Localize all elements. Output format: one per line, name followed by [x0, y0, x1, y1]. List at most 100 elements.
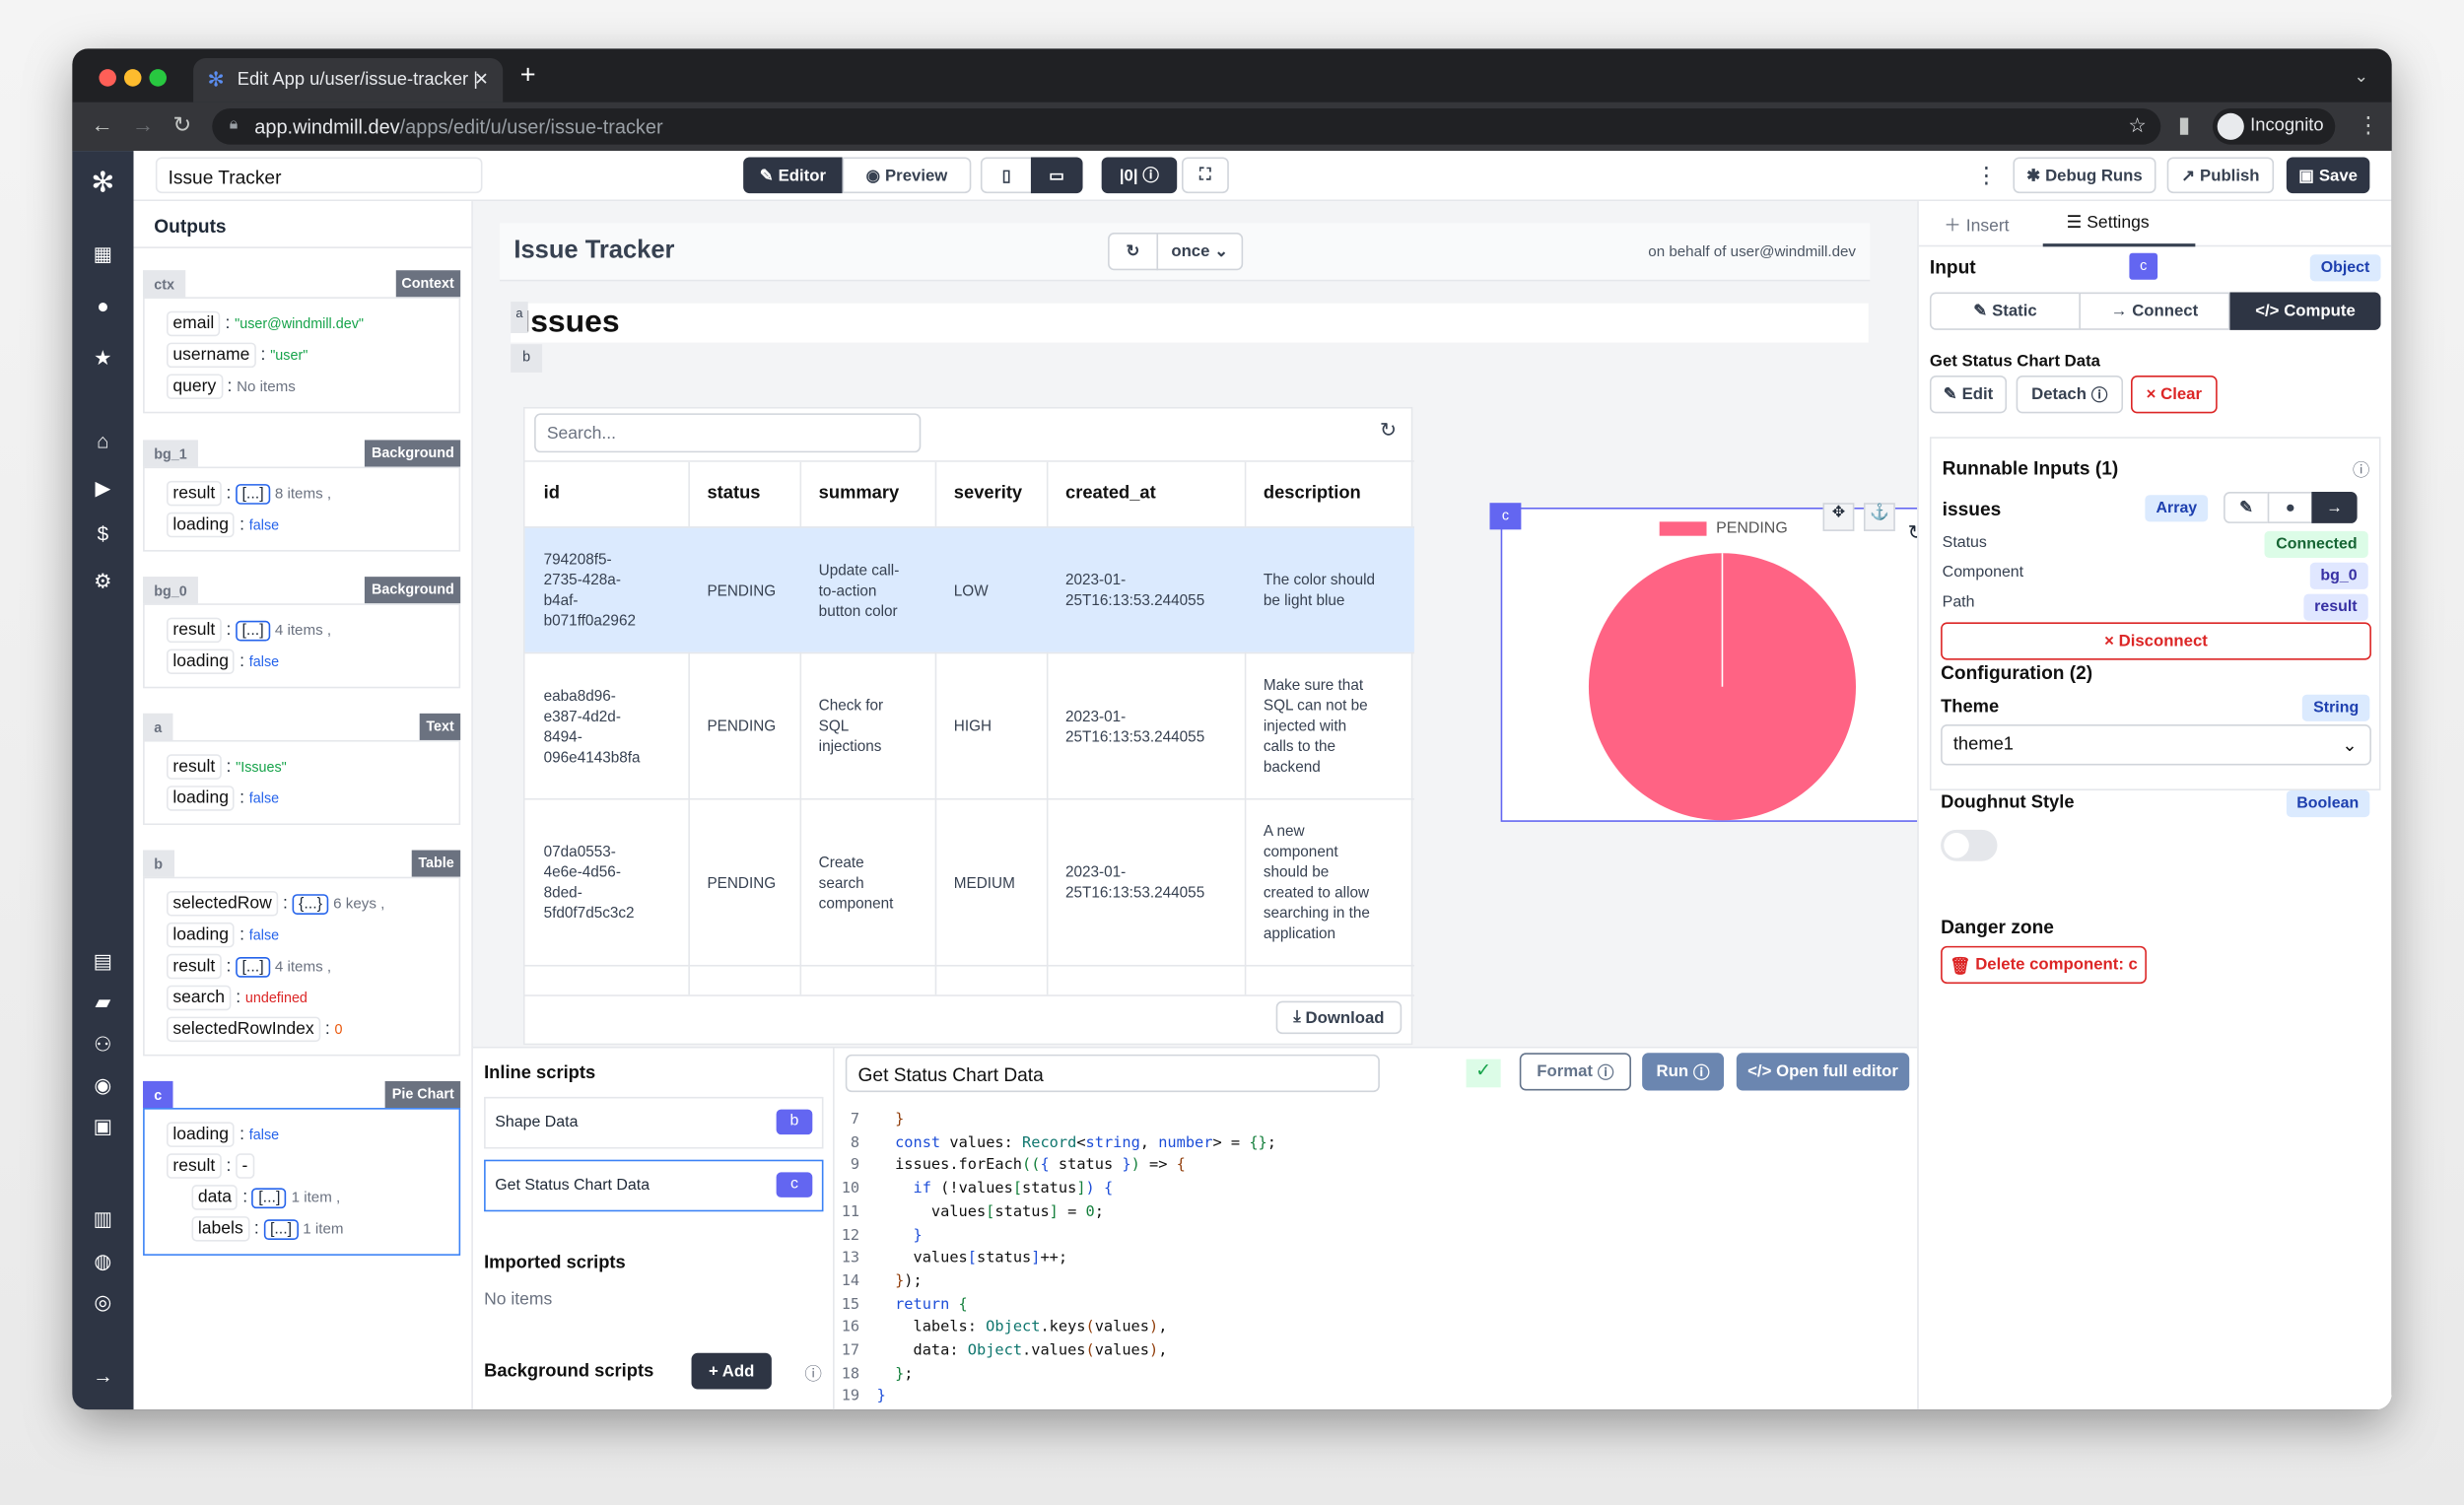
- play-icon[interactable]: ▶: [95, 476, 111, 501]
- refresh-mode-select[interactable]: once ⌄: [1156, 232, 1244, 271]
- component-id-tag[interactable]: c: [143, 1080, 173, 1109]
- add-background-script-button[interactable]: + Add: [691, 1352, 772, 1390]
- script-name-input[interactable]: Get Status Chart Data: [845, 1054, 1380, 1093]
- table-search-input[interactable]: Search...: [534, 413, 922, 453]
- app-name-input[interactable]: Issue Tracker: [155, 157, 483, 194]
- mode-compute[interactable]: </> Compute: [2229, 292, 2381, 330]
- doughnut-toggle[interactable]: [1941, 829, 1998, 861]
- component-tag-b[interactable]: b: [511, 344, 543, 373]
- move-icon[interactable]: ✥: [1822, 503, 1855, 531]
- editor-mode-button[interactable]: ✎ Editor: [743, 157, 843, 194]
- browser-menu-icon[interactable]: ⋮: [2357, 111, 2379, 137]
- browser-tab[interactable]: ✻ Edit App u/user/issue-tracker | ✕: [193, 57, 504, 103]
- download-button[interactable]: ⤓ Download: [1275, 1000, 1403, 1035]
- disconnect-button[interactable]: × Disconnect: [1941, 622, 2371, 660]
- tab-insert[interactable]: ＋ Insert: [1944, 212, 2009, 238]
- output-key[interactable]: result: [167, 754, 222, 780]
- component-id-tag[interactable]: a: [143, 713, 173, 740]
- component-id-tag[interactable]: b: [143, 850, 174, 877]
- star-icon[interactable]: ★: [94, 345, 112, 370]
- inline-script-get-status-chart-data[interactable]: Get Status Chart Data c: [484, 1159, 824, 1212]
- desktop-view-button[interactable]: ▭: [1030, 157, 1083, 194]
- preview-mode-button[interactable]: ◉ Preview: [842, 157, 972, 194]
- output-key[interactable]: username: [167, 342, 256, 369]
- open-full-editor-button[interactable]: </> Open full editor: [1736, 1053, 1910, 1091]
- output-key[interactable]: result: [167, 953, 222, 980]
- more-menu-icon[interactable]: ⋮: [1975, 162, 1998, 187]
- static-input-button[interactable]: ✎: [2224, 492, 2270, 523]
- output-key[interactable]: selectedRow: [167, 891, 279, 917]
- eye-icon[interactable]: ◉: [94, 1072, 112, 1097]
- apps-icon[interactable]: ▦: [93, 241, 113, 266]
- inline-script-shape-data[interactable]: Shape Data b: [484, 1096, 824, 1149]
- minimize-window-button[interactable]: [123, 69, 142, 87]
- output-key[interactable]: labels: [191, 1216, 250, 1242]
- expand-sidebar-icon[interactable]: →: [93, 1363, 113, 1388]
- component-tag-a[interactable]: a: [511, 302, 528, 334]
- output-key[interactable]: loading: [167, 922, 236, 948]
- table-row[interactable]: A Cross Origin: [524, 964, 1414, 994]
- output-key[interactable]: result: [167, 480, 222, 507]
- url-field[interactable]: 🔒︎ app.windmill.dev/apps/edit/u/user/iss…: [212, 108, 2161, 145]
- table-refresh-icon[interactable]: ↻: [1379, 418, 1398, 443]
- docs-book-icon[interactable]: ▥: [93, 1206, 113, 1231]
- calendar-icon[interactable]: ▤: [93, 949, 113, 973]
- side-panel-icon[interactable]: ▮: [2177, 111, 2191, 137]
- component-id-tag[interactable]: bg_1: [143, 440, 198, 467]
- code-editor[interactable]: 7 } 8 const values: Record<string, number…: [835, 1106, 1918, 1409]
- output-key[interactable]: data: [191, 1185, 239, 1210]
- bot-icon[interactable]: ▣: [93, 1114, 113, 1138]
- github-icon[interactable]: ◎: [94, 1290, 112, 1314]
- back-icon[interactable]: ←: [91, 111, 113, 137]
- incognito-profile-button[interactable]: Incognito: [2212, 108, 2336, 145]
- table-row[interactable]: 794208f5- 2735-428a- b4af- b071ff0a2962 P…: [524, 526, 1414, 652]
- output-key[interactable]: result: [167, 617, 222, 644]
- mobile-view-button[interactable]: ▯: [980, 157, 1033, 194]
- column-header-id[interactable]: id: [543, 484, 560, 504]
- close-tab-icon[interactable]: ✕: [474, 70, 489, 90]
- save-button[interactable]: ▣ Save: [2286, 157, 2370, 194]
- table-row[interactable]: eaba8d96- e387-4d2d- 8494- 096e4143b8fa P…: [524, 651, 1414, 798]
- output-key[interactable]: loading: [167, 786, 236, 811]
- layout-toggle-button[interactable]: |0| ⓘ: [1101, 157, 1178, 194]
- mode-connect[interactable]: → Connect: [2079, 292, 2230, 330]
- debug-runs-button[interactable]: ✱ Debug Runs: [2013, 157, 2156, 194]
- output-key[interactable]: loading: [167, 1122, 236, 1147]
- output-key[interactable]: loading: [167, 649, 236, 674]
- output-value[interactable]: [...]: [263, 1218, 299, 1240]
- groups-icon[interactable]: ⚇: [94, 1032, 112, 1057]
- component-id-tag[interactable]: bg_0: [143, 577, 198, 604]
- column-header-created_at[interactable]: created_at: [1065, 484, 1156, 504]
- connect-input-button[interactable]: →: [2311, 492, 2358, 523]
- format-button[interactable]: Format ⓘ: [1519, 1053, 1631, 1091]
- mode-static[interactable]: ✎ Static: [1929, 292, 2081, 330]
- output-key[interactable]: loading: [167, 512, 236, 538]
- delete-component-button[interactable]: 🗑︎ Delete component: c: [1941, 945, 2147, 985]
- maximize-window-button[interactable]: [149, 69, 168, 87]
- tab-settings[interactable]: ☰ Settings: [2042, 201, 2196, 247]
- refresh-button[interactable]: ↻: [1108, 232, 1159, 271]
- bookmark-star-icon[interactable]: ☆: [2128, 112, 2147, 137]
- column-header-description[interactable]: description: [1263, 484, 1361, 504]
- output-value[interactable]: [...]: [236, 483, 271, 505]
- discord-icon[interactable]: ◍: [94, 1249, 112, 1273]
- table-row[interactable]: 07da0553- 4e6e-4d56- 8ded- 5fd0f7d5c3c2 P…: [524, 797, 1414, 965]
- column-header-summary[interactable]: summary: [818, 484, 900, 504]
- run-button[interactable]: Run ⓘ: [1642, 1053, 1725, 1091]
- pie-chart-component-c[interactable]: c PENDING ✥ ⚓ ↻: [1489, 503, 1942, 822]
- forward-icon[interactable]: →: [131, 111, 155, 137]
- detach-button[interactable]: Detach ⓘ: [2016, 376, 2124, 414]
- output-value[interactable]: [...]: [236, 956, 271, 977]
- component-tag-c[interactable]: c: [1489, 503, 1522, 530]
- home-icon[interactable]: ⌂: [97, 429, 109, 453]
- fullscreen-button[interactable]: ⛶: [1181, 157, 1229, 194]
- output-key[interactable]: query: [167, 374, 223, 399]
- output-key[interactable]: search: [167, 985, 232, 1011]
- edit-script-button[interactable]: ✎ Edit: [1929, 376, 2008, 414]
- component-id-tag[interactable]: ctx: [143, 270, 186, 298]
- theme-select[interactable]: theme1 ⌄: [1941, 724, 2371, 766]
- windmill-logo-icon[interactable]: ✻: [91, 167, 115, 198]
- pie-slice-pending[interactable]: [1588, 553, 1856, 821]
- resources-icon[interactable]: ⚙: [94, 569, 112, 593]
- output-value[interactable]: [...]: [251, 1187, 287, 1208]
